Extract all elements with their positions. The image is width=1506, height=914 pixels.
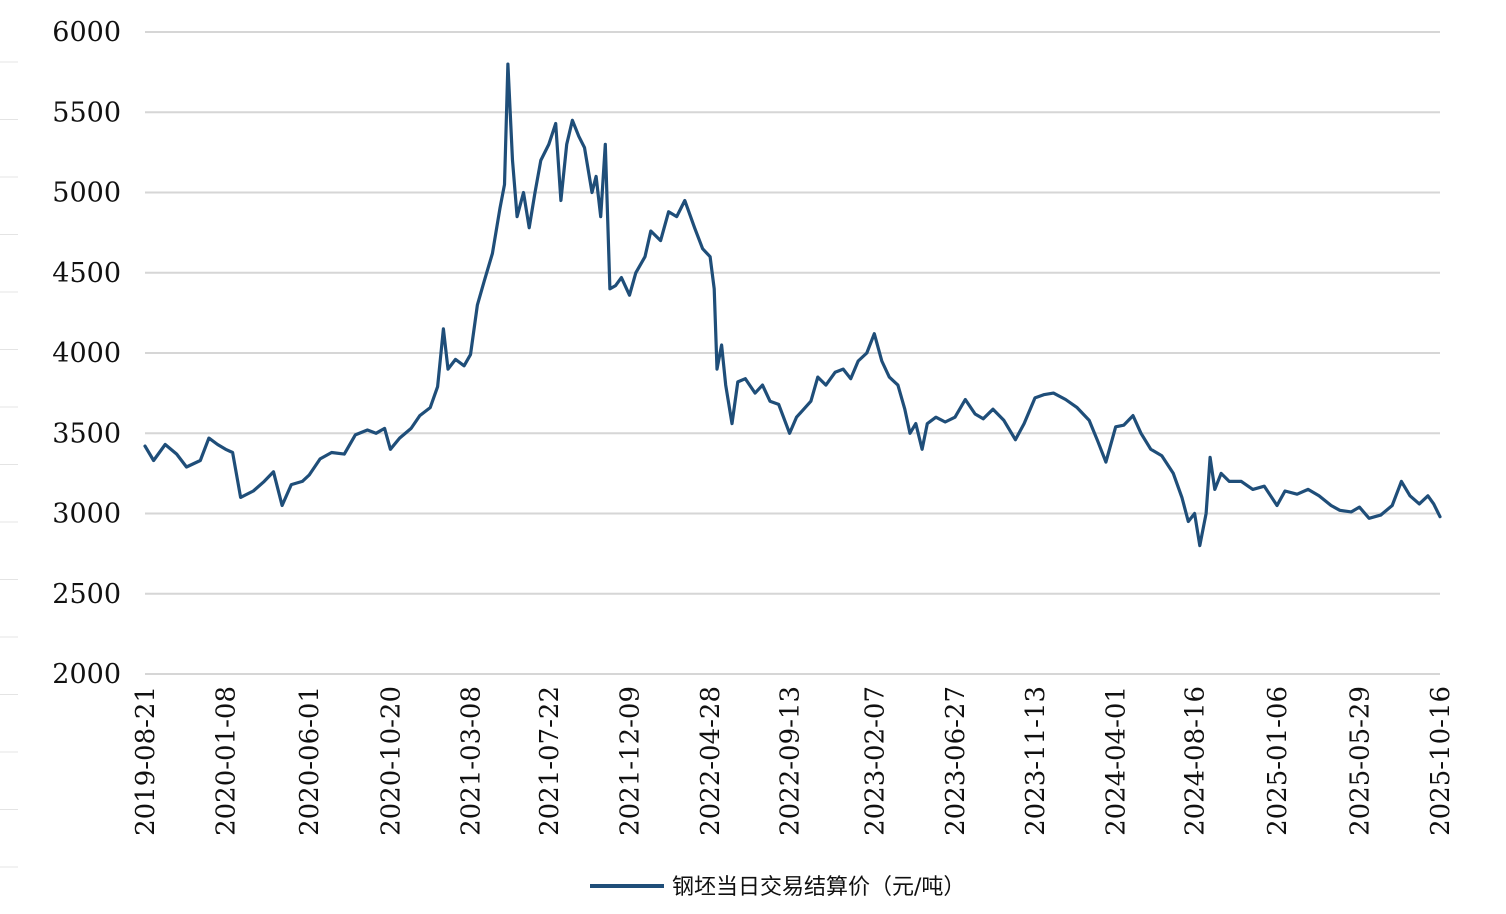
x-tick-label: 2021-12-09 bbox=[615, 686, 645, 836]
x-tick-label: 2023-11-13 bbox=[1021, 686, 1051, 836]
y-tick-label: 4000 bbox=[52, 338, 121, 369]
legend-label: 钢坯当日交易结算价（元/吨） bbox=[672, 875, 965, 900]
x-tick-label: 2023-06-27 bbox=[941, 686, 971, 836]
left-edge-marks bbox=[0, 61, 18, 868]
y-tick-label: 3000 bbox=[52, 499, 121, 530]
y-tick-label: 5500 bbox=[52, 97, 121, 128]
y-tick-label: 2000 bbox=[52, 659, 121, 690]
x-axis-tick-labels: 2019-08-21 2020-01-08 2020-06-01 2020-10-20… bbox=[131, 686, 1456, 836]
x-tick-label: 2020-01-08 bbox=[212, 686, 242, 836]
x-tick-label: 2022-09-13 bbox=[776, 686, 806, 836]
x-tick-label: 2021-07-22 bbox=[535, 686, 565, 836]
x-tick-label: 2025-05-29 bbox=[1345, 686, 1375, 836]
x-tick-label: 2021-03-08 bbox=[456, 686, 486, 836]
x-tick-label: 2024-08-16 bbox=[1181, 686, 1211, 836]
x-tick-label: 2019-08-21 bbox=[131, 686, 161, 836]
y-axis-tick-labels: 6000 5500 5000 4500 4000 3500 3000 2500 2000 bbox=[52, 17, 121, 690]
x-tick-label: 2024-04-01 bbox=[1102, 686, 1132, 836]
y-tick-label: 2500 bbox=[52, 579, 121, 610]
x-tick-label: 2025-01-06 bbox=[1263, 686, 1293, 836]
x-tick-label: 2025-10-16 bbox=[1426, 686, 1456, 836]
y-tick-label: 4500 bbox=[52, 258, 121, 289]
x-tick-label: 2020-06-01 bbox=[295, 686, 325, 836]
y-tick-label: 6000 bbox=[52, 17, 121, 48]
y-tick-label: 5000 bbox=[52, 178, 121, 209]
series-line bbox=[143, 62, 1442, 548]
gridlines bbox=[145, 31, 1440, 675]
x-tick-label: 2023-02-07 bbox=[860, 686, 890, 836]
series-layer bbox=[143, 62, 1442, 548]
x-tick-label: 2020-10-20 bbox=[376, 686, 406, 836]
legend: 钢坯当日交易结算价（元/吨） bbox=[590, 875, 965, 900]
y-tick-label: 3500 bbox=[52, 418, 121, 449]
x-tick-label: 2022-04-28 bbox=[696, 686, 726, 836]
